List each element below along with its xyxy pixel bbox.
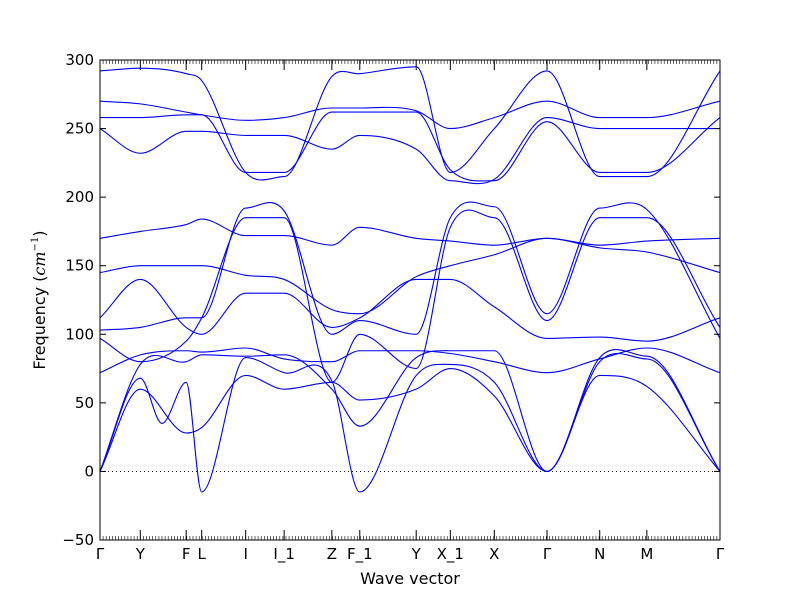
x-tick-label: F (182, 545, 191, 563)
y-axis-title-quantity: Frequency (30, 287, 49, 370)
x-tick-label: X_1 (437, 545, 464, 564)
x-tick-label: M (640, 545, 653, 563)
y-tick-label: 300 (65, 51, 94, 69)
x-tick-label: Γ (96, 545, 105, 563)
x-axis-tick-labels: Γ Y F L I I_1 Z F_1 Y X_1 X Γ N M Γ (96, 545, 725, 564)
x-tick-label: L (198, 545, 207, 563)
x-tick-label: F_1 (347, 545, 373, 564)
phonon-bands (100, 66, 720, 493)
y-axis-title-close-paren: ) (30, 230, 49, 236)
band-line-12 (100, 100, 720, 130)
band-line-5 (100, 209, 720, 383)
band-line-13 (100, 66, 720, 181)
x-axis-title: Wave vector (360, 569, 460, 588)
band-line-2 (100, 352, 720, 493)
band-line-10 (100, 117, 720, 185)
x-tick-label: N (594, 545, 605, 563)
x-tick-label: Γ (543, 545, 552, 563)
y-axis-title-open-paren: ( (30, 276, 49, 282)
minor-tick-marks (99, 60, 721, 540)
x-tick-label: Y (135, 545, 146, 563)
y-tick-label: 0 (84, 462, 94, 480)
band-line-3 (100, 349, 720, 472)
x-tick-label: X (489, 545, 499, 563)
band-line-1 (100, 368, 720, 472)
x-tick-label: I_1 (273, 545, 294, 564)
y-tick-label: 200 (65, 188, 94, 206)
band-line-11 (100, 111, 720, 182)
y-axis-title: Frequency (cm−1) (30, 230, 49, 369)
band-line-6 (100, 201, 720, 339)
y-tick-label: 150 (65, 257, 94, 275)
y-tick-label: 50 (75, 394, 94, 412)
y-tick-label: −50 (62, 531, 94, 549)
x-tick-label: Y (411, 545, 422, 563)
x-tick-label: Z (327, 545, 337, 563)
y-axis-title-unit: cm (30, 251, 49, 275)
band-line-8 (100, 237, 720, 315)
y-axis-title-unit-exponent: −1 (30, 237, 41, 252)
band-line-7 (100, 278, 720, 342)
y-tick-label: 100 (65, 325, 94, 343)
x-tick-label: Γ (716, 545, 725, 563)
band-line-4 (100, 347, 720, 374)
band-line-9 (100, 218, 720, 246)
y-axis-ticks: −50 0 50 100 150 200 250 300 (62, 51, 720, 549)
plot-frame (99, 59, 721, 541)
y-tick-label: 250 (65, 120, 94, 138)
x-tick-label: I (243, 545, 247, 563)
